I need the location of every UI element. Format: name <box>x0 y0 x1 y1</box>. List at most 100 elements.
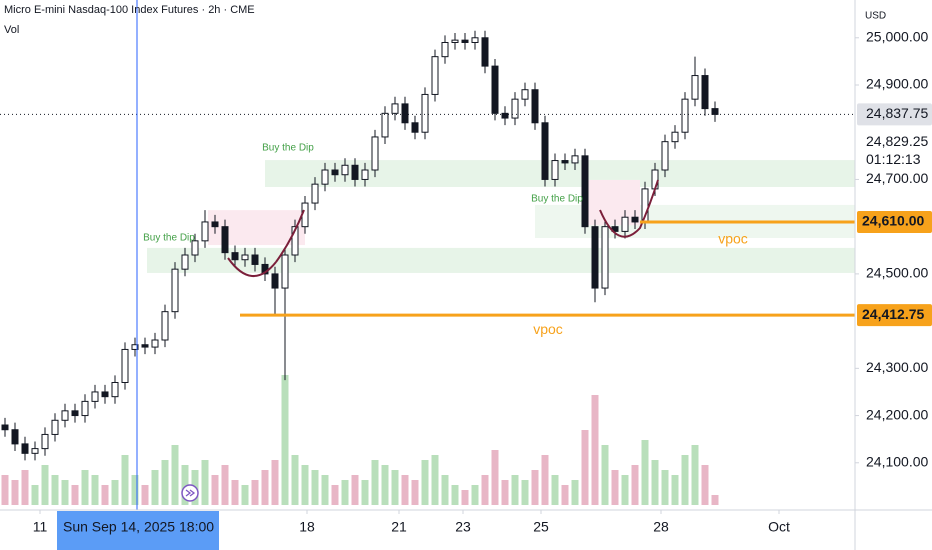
volume-bar <box>331 485 339 505</box>
volume-bar <box>141 485 149 505</box>
candle-body <box>601 226 609 289</box>
candle-body <box>511 98 519 119</box>
volume-bar <box>551 475 559 505</box>
candle-body <box>461 39 469 44</box>
zone <box>585 179 640 226</box>
candle-body <box>311 183 319 204</box>
candle-body <box>551 160 559 180</box>
candle-body <box>691 75 699 100</box>
volume-bar <box>581 430 589 505</box>
candle-body <box>471 37 479 44</box>
annotation: Buy the Dip <box>262 142 314 153</box>
volume-bar <box>571 480 579 505</box>
level-tag-label: 24,412.75 <box>862 306 924 322</box>
volume-title: Vol <box>4 24 19 36</box>
volume-bar <box>261 470 269 505</box>
y-tick-label: 24,700.00 <box>866 170 928 186</box>
candle-body <box>91 391 99 402</box>
y-tick-label: 24,300.00 <box>866 359 928 375</box>
candle-body <box>181 254 189 270</box>
candle-body <box>161 311 169 341</box>
candle-body <box>201 221 209 242</box>
candle-body <box>191 240 199 256</box>
candle-body <box>661 141 669 171</box>
volume-bar <box>601 445 609 505</box>
candle-body <box>221 226 229 254</box>
volume-bar <box>591 395 599 505</box>
crosshair-time: 18:00 <box>179 519 214 535</box>
candle-body <box>121 348 129 384</box>
volume-bar <box>241 485 249 505</box>
x-tick-label: 28 <box>653 519 669 535</box>
volume-bar <box>181 465 189 505</box>
candle-body <box>151 339 159 348</box>
candle-body <box>241 254 249 261</box>
candle-body <box>521 89 529 100</box>
arc <box>599 179 659 238</box>
candle-body <box>141 344 149 348</box>
volume-bar <box>121 455 129 505</box>
volume-bar <box>421 460 429 505</box>
candle-body <box>1 424 9 431</box>
volume-bar <box>11 480 19 505</box>
candle-body <box>81 400 89 417</box>
candle-body <box>211 221 219 228</box>
volume-bar <box>41 465 49 505</box>
annotation: Buy the Dip <box>143 233 195 244</box>
candle-body <box>631 216 639 223</box>
volume-bar <box>51 475 59 505</box>
volume-bar <box>641 440 649 505</box>
x-tick-label: 23 <box>455 519 471 535</box>
volume-bar <box>691 445 699 505</box>
candle-body <box>71 410 79 417</box>
candle-body <box>21 443 29 454</box>
second-price-label: 24,829.25 <box>866 133 928 149</box>
volume-bar <box>161 460 169 505</box>
candle-body <box>671 131 679 143</box>
volume-bar <box>431 455 439 505</box>
annotation: vpoc <box>718 231 748 247</box>
candle-body <box>371 136 379 171</box>
volume-bar <box>411 480 419 505</box>
navigation-icon-glyph <box>185 489 196 497</box>
y-tick-label: 24,500.00 <box>866 265 928 281</box>
candle-body <box>321 169 329 185</box>
volume-bar <box>321 475 329 505</box>
volume-bar <box>661 470 669 505</box>
x-tick-label: 25 <box>533 519 549 535</box>
volume-bar <box>171 445 179 505</box>
volume-bar <box>441 475 449 505</box>
chart-title: Micro E-mini Nasdaq-100 Index Futures · … <box>4 4 255 16</box>
volume-bar <box>1 475 9 505</box>
candle-body <box>451 39 459 44</box>
volume-bar <box>671 475 679 505</box>
candle-body <box>41 433 49 450</box>
volume-bar <box>21 470 29 505</box>
level-tag-label: 24,610.00 <box>862 213 924 229</box>
candle-body <box>421 93 429 133</box>
countdown: 01:12:13 <box>866 151 921 167</box>
volume-bar <box>91 475 99 505</box>
volume-bar <box>311 470 319 505</box>
candle-body <box>401 103 409 124</box>
volume-bar <box>521 480 529 505</box>
volume-bar <box>561 485 569 505</box>
candle-body <box>501 112 509 119</box>
volume-bar <box>681 455 689 505</box>
arc <box>275 209 305 263</box>
annotation: Buy the Dip <box>531 193 583 204</box>
crosshair-date: Sun Sep 14, 2025 <box>63 519 175 535</box>
candle-body <box>101 391 109 398</box>
volume-bar <box>541 455 549 505</box>
volume-bar <box>281 375 289 505</box>
candle-body <box>491 65 499 114</box>
volume-bar <box>131 475 139 505</box>
candle-body <box>231 252 239 261</box>
y-tick-label: 24,200.00 <box>866 406 928 422</box>
volume-bar <box>711 495 719 505</box>
volume-bar <box>101 485 109 505</box>
candle-body <box>171 268 179 313</box>
candle-body <box>431 56 439 95</box>
candle-body <box>541 122 549 180</box>
